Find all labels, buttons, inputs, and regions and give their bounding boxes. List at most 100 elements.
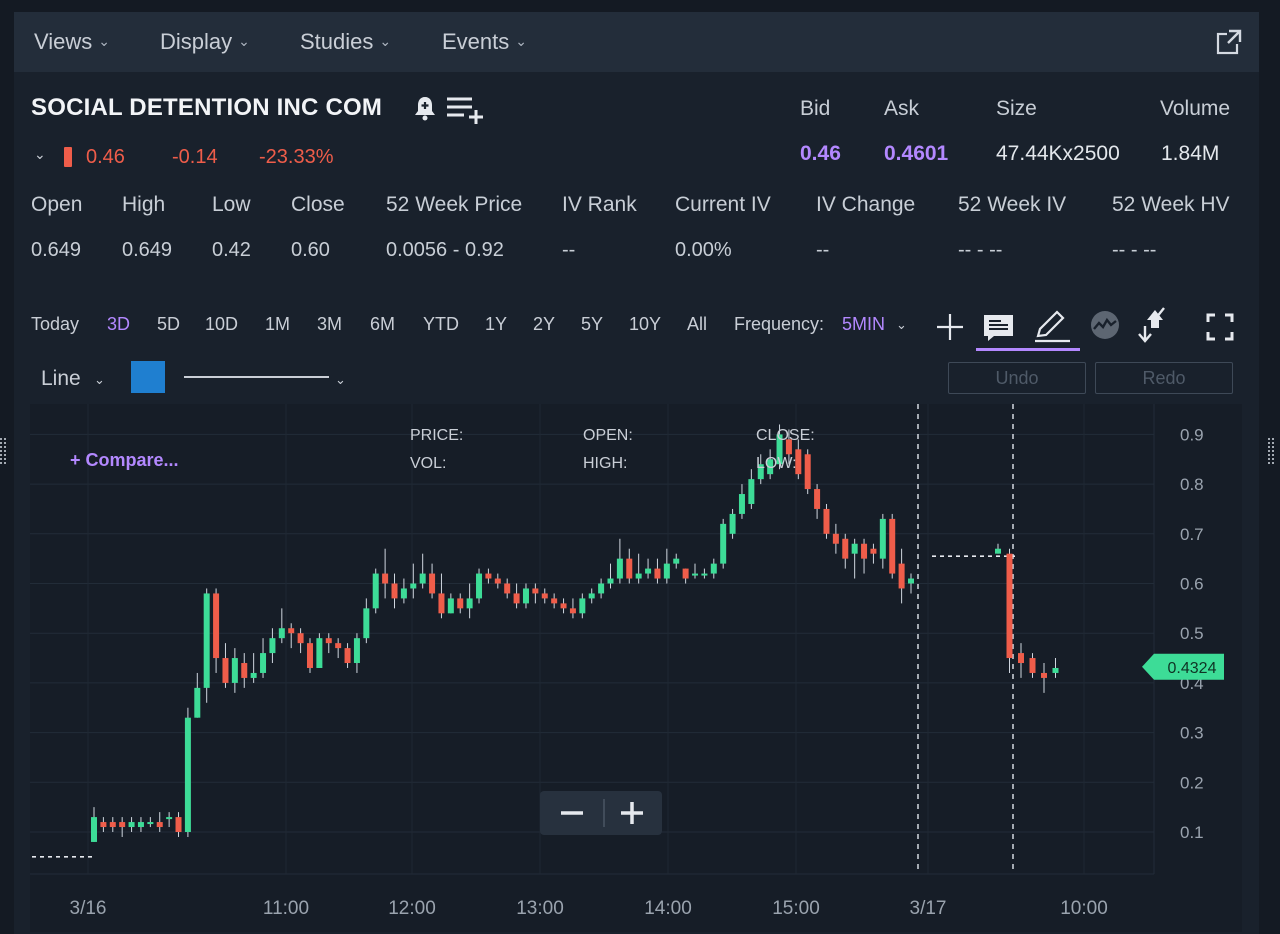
candle-up (316, 638, 323, 668)
ask-label: Ask (884, 97, 920, 120)
range-1m[interactable]: 1M (265, 314, 291, 334)
fullscreen-icon[interactable] (1206, 313, 1234, 341)
frequency-label: Frequency: (734, 314, 825, 334)
right-resize-handle[interactable] (1268, 436, 1274, 468)
candle-down (814, 489, 821, 509)
stat-iv-rank-label: IV Rank (562, 193, 637, 216)
candle-up (692, 573, 699, 576)
alert-bell-icon[interactable] (412, 94, 438, 122)
price-chart[interactable]: 0.9 0.8 0.7 0.6 0.5 0.4 0.3 0.2 0.1 3/16 11:00 12:… (30, 404, 1242, 932)
range-5d[interactable]: 5D (157, 314, 181, 334)
range-3d[interactable]: 3D (107, 314, 131, 334)
expand-chevron-icon[interactable]: ⌄ (34, 146, 46, 162)
candle-down (898, 563, 905, 589)
chevron-down-icon[interactable]: ⌄ (335, 372, 346, 387)
candle-up (645, 568, 652, 574)
candle-up (710, 563, 717, 574)
candle-up (466, 598, 473, 609)
range-6m[interactable]: 6M (370, 314, 396, 334)
zoom-in-icon[interactable] (621, 802, 643, 824)
stat-iv-rank-value: -- (562, 239, 576, 261)
menu-studies[interactable]: Studies ⌄ (300, 29, 392, 54)
y-tick-label: 0.9 (1180, 425, 1204, 444)
candle-up (260, 653, 267, 673)
range-10y[interactable]: 10Y (629, 314, 662, 334)
volume-label: Volume (1160, 97, 1231, 120)
bid-value: 0.46 (800, 142, 841, 165)
draw-pencil-icon[interactable] (1032, 310, 1072, 344)
pop-out-icon[interactable] (1215, 28, 1243, 56)
menu-views[interactable]: Views ⌄ (34, 29, 111, 54)
chevron-down-icon[interactable]: ⌄ (896, 317, 907, 332)
crosshair-icon[interactable] (935, 312, 965, 342)
x-tick-label: 11:00 (263, 898, 309, 919)
stat-high-label: High (122, 193, 166, 216)
active-tool-indicator (976, 348, 1080, 351)
candle-down (626, 558, 633, 579)
stat-open-label: Open (31, 193, 83, 216)
candle-up (363, 608, 370, 639)
undo-button[interactable]: Undo (948, 362, 1086, 394)
buy-sell-arrows-icon[interactable] (1136, 306, 1172, 346)
stat-iv-change-label: IV Change (816, 193, 916, 216)
chevron-down-icon: ⌄ (238, 33, 250, 49)
candle-down (100, 822, 107, 828)
crosshair-info-label: LOW: (756, 455, 797, 472)
last-price-indicator (64, 147, 72, 167)
line-style-preview[interactable] (184, 376, 329, 378)
range-ytd[interactable]: YTD (423, 314, 459, 334)
range-1y[interactable]: 1Y (485, 314, 508, 334)
candle-up (250, 672, 257, 678)
candle-down (344, 648, 351, 664)
line-color-swatch[interactable] (131, 361, 165, 393)
range-today[interactable]: Today (31, 314, 80, 334)
stat-52wk-iv-label: 52 Week IV (958, 193, 1067, 216)
chevron-down-icon[interactable]: ⌄ (94, 372, 105, 387)
candle-up (720, 523, 727, 564)
candle-down (870, 548, 877, 554)
add-to-watchlist-icon[interactable] (446, 96, 486, 124)
candle-up (203, 593, 210, 688)
range-5y[interactable]: 5Y (581, 314, 604, 334)
x-tick-label: 3/17 (910, 898, 947, 919)
candle-up (851, 543, 858, 554)
menu-display[interactable]: Display ⌄ (160, 29, 250, 54)
candle-up (447, 598, 454, 614)
candlestick-chart[interactable]: 0.90.80.70.60.50.40.30.20.1 3/16 11:00 12:… (30, 404, 1242, 932)
studies-overlay-icon[interactable] (1090, 310, 1120, 340)
drawing-type-select[interactable]: Line (41, 367, 81, 390)
redo-button[interactable]: Redo (1095, 362, 1233, 394)
last-price: 0.46 (86, 146, 125, 168)
candle-down (654, 568, 661, 579)
candle-down (109, 822, 116, 828)
y-tick-label: 0.1 (1180, 823, 1204, 842)
candle-up (663, 563, 670, 579)
range-all[interactable]: All (687, 314, 708, 334)
menu-events[interactable]: Events ⌄ (442, 29, 527, 54)
candle-up (908, 578, 914, 584)
y-tick-label: 0.5 (1180, 624, 1204, 643)
compare-button[interactable]: + Compare... (70, 450, 179, 470)
range-3m[interactable]: 3M (317, 314, 343, 334)
candle-down (1018, 653, 1024, 664)
candle-down (438, 593, 445, 614)
stat-low-label: Low (212, 193, 251, 216)
candle-down (306, 643, 313, 668)
candle-up (194, 687, 201, 718)
x-tick-label: 12:00 (388, 898, 436, 919)
y-tick-label: 0.8 (1180, 475, 1204, 494)
candle-down (175, 817, 182, 832)
candle-down (485, 573, 492, 579)
candle-down (889, 518, 896, 574)
candle-down (504, 583, 511, 594)
frequency-select[interactable]: 5MIN (842, 314, 886, 334)
range-2y[interactable]: 2Y (533, 314, 556, 334)
range-10d[interactable]: 10D (205, 314, 239, 334)
candle-down (513, 593, 520, 604)
candle-up (184, 717, 191, 832)
candle-up (588, 593, 595, 599)
stat-52wk-hv-label: 52 Week HV (1112, 193, 1230, 216)
notes-icon[interactable] (982, 312, 1016, 342)
candle-up (995, 548, 1001, 554)
left-resize-handle[interactable] (0, 436, 6, 468)
